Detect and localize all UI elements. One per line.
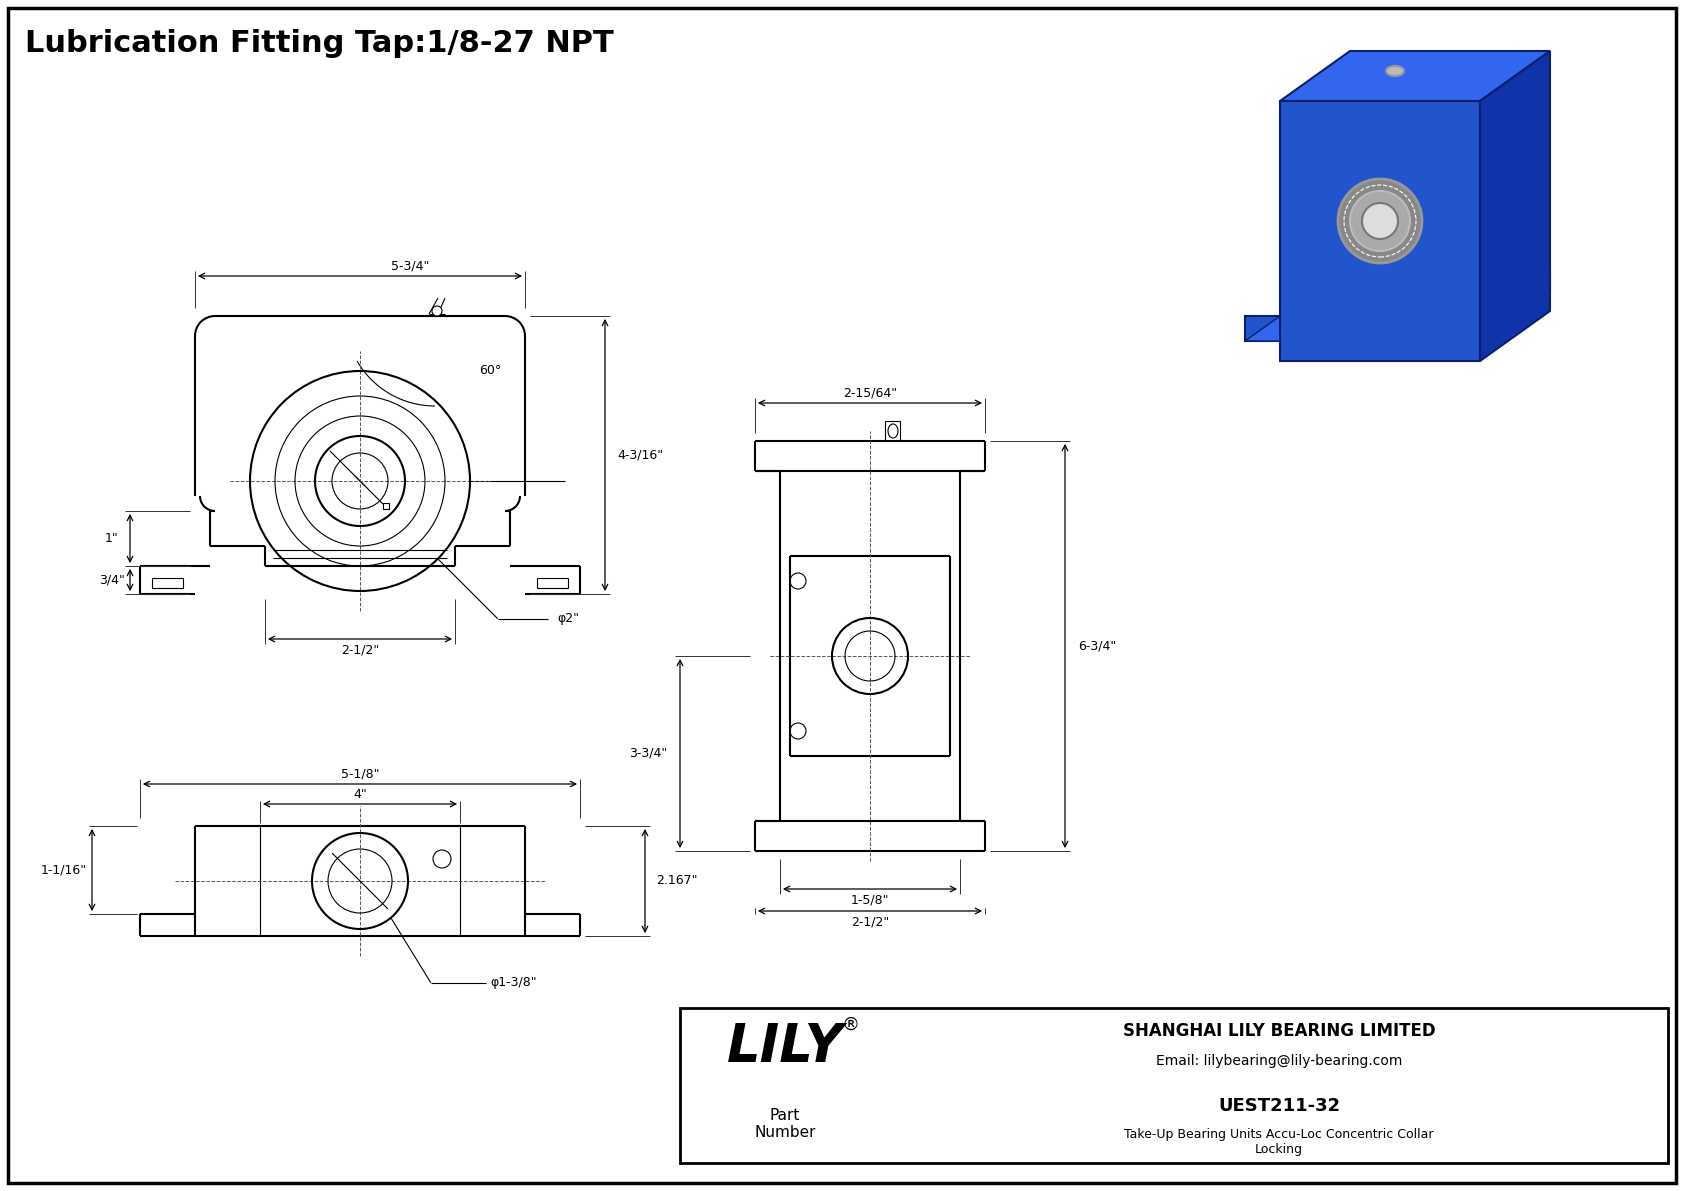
Text: 2-1/2": 2-1/2" (340, 643, 379, 656)
Polygon shape (1480, 51, 1549, 361)
Polygon shape (1280, 51, 1549, 101)
Circle shape (1351, 191, 1410, 251)
Text: UEST211-32: UEST211-32 (1218, 1097, 1340, 1115)
Text: 2-15/64": 2-15/64" (844, 387, 898, 399)
Text: 1": 1" (104, 532, 120, 545)
Polygon shape (1280, 101, 1480, 361)
Text: 4-3/16": 4-3/16" (616, 449, 663, 461)
Polygon shape (1244, 316, 1280, 341)
Text: 3-3/4": 3-3/4" (628, 747, 667, 760)
Ellipse shape (1386, 66, 1404, 76)
Text: 3/4": 3/4" (99, 574, 125, 586)
Polygon shape (1480, 266, 1549, 341)
Text: 60°: 60° (478, 364, 502, 378)
Text: Take-Up Bearing Units Accu-Loc Concentric Collar
Locking: Take-Up Bearing Units Accu-Loc Concentri… (1125, 1128, 1433, 1156)
Circle shape (1339, 179, 1421, 263)
Text: ®: ® (840, 1016, 859, 1034)
Circle shape (1362, 202, 1398, 239)
Text: Part
Number: Part Number (754, 1108, 815, 1141)
Text: 2.167": 2.167" (657, 874, 697, 887)
Text: SHANGHAI LILY BEARING LIMITED: SHANGHAI LILY BEARING LIMITED (1123, 1022, 1435, 1040)
Circle shape (433, 306, 441, 316)
Text: φ1-3/8": φ1-3/8" (490, 977, 537, 990)
Polygon shape (1244, 291, 1351, 341)
Text: Lubrication Fitting Tap:1/8-27 NPT: Lubrication Fitting Tap:1/8-27 NPT (25, 29, 613, 58)
Bar (680, 1008, 1667, 1162)
Text: 1-1/16": 1-1/16" (40, 863, 88, 877)
Text: Email: lilybearing@lily-bearing.com: Email: lilybearing@lily-bearing.com (1155, 1054, 1403, 1068)
Text: 4": 4" (354, 787, 367, 800)
Text: 5-1/8": 5-1/8" (340, 767, 379, 780)
Text: φ2": φ2" (557, 612, 579, 625)
Text: 1-5/8": 1-5/8" (850, 893, 889, 906)
Bar (382, 503, 389, 509)
Text: 6-3/4": 6-3/4" (1078, 640, 1116, 653)
Text: LILY: LILY (726, 1021, 844, 1073)
Text: 2-1/2": 2-1/2" (850, 916, 889, 929)
Text: 5-3/4": 5-3/4" (391, 260, 429, 273)
